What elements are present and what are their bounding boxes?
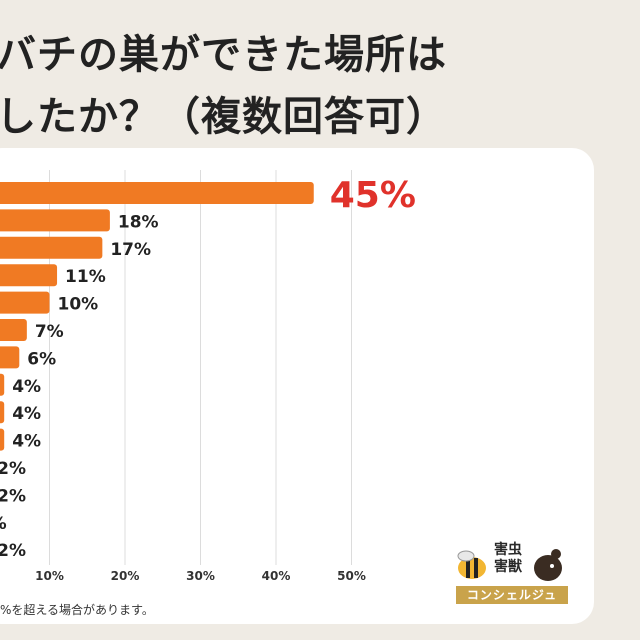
brand-logo: 害虫害獣 コンシェルジュ xyxy=(452,536,572,606)
x-tick-label: 50% xyxy=(337,569,366,583)
chart-title-line-1: バチの巣ができた場所は xyxy=(0,32,447,78)
bar xyxy=(0,209,110,232)
x-tick-label: 40% xyxy=(262,569,291,583)
bar-value-label: 7% xyxy=(35,322,64,342)
bar-value-label: 4% xyxy=(12,432,41,452)
bar-value-label: 4% xyxy=(12,404,41,424)
bar-value-label: 45% xyxy=(330,175,416,216)
bar xyxy=(0,401,5,424)
bar-value-label: 6% xyxy=(27,349,56,369)
bee-icon xyxy=(457,550,486,579)
mole-icon xyxy=(534,549,562,581)
bar xyxy=(0,428,5,451)
bar xyxy=(0,373,5,396)
bar xyxy=(0,182,314,204)
bar xyxy=(0,346,20,369)
footnote: %を超える場合があります。 xyxy=(0,603,154,617)
bar-value-label: 4% xyxy=(12,377,41,397)
bar xyxy=(0,319,27,341)
bar-value-label: 2% xyxy=(0,459,26,479)
bar-value-label: 11% xyxy=(65,267,106,287)
x-tick-label: 10% xyxy=(35,569,64,583)
bar-value-label: 17% xyxy=(110,240,151,260)
bar-value-label: % xyxy=(0,514,7,534)
bar-value-label: 2% xyxy=(0,486,26,506)
logo-band-text: コンシェルジュ xyxy=(456,586,568,604)
x-tick-label: 30% xyxy=(186,569,215,583)
bar-value-label: 18% xyxy=(118,212,159,232)
bar xyxy=(0,236,103,259)
bar xyxy=(0,291,50,314)
logo-top-text: 害虫害獣 xyxy=(494,542,522,575)
chart-title-line-2: したか？（複数回答可） xyxy=(0,94,447,140)
x-tick-label: 20% xyxy=(111,569,140,583)
bar-value-label: 2% xyxy=(0,541,26,561)
bar-value-label: 10% xyxy=(58,295,99,315)
bar xyxy=(0,264,58,287)
